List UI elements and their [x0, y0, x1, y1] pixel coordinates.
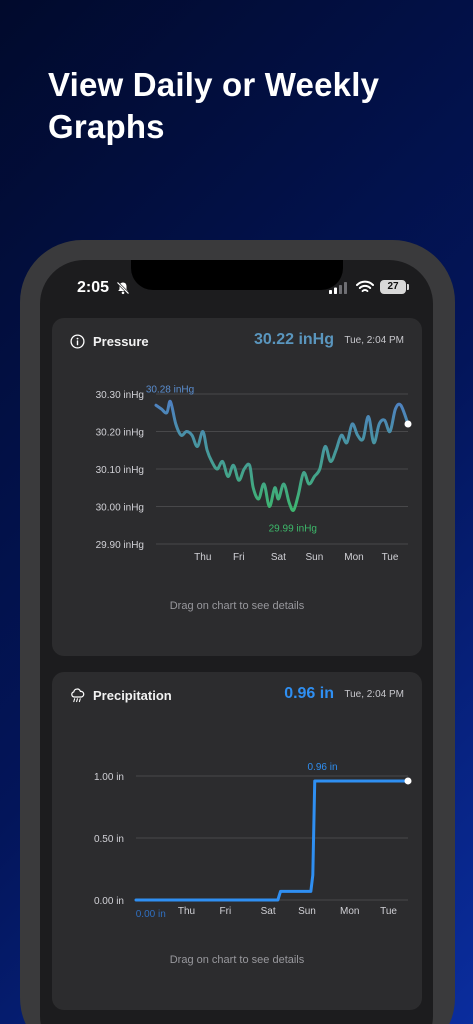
series-line — [134, 779, 410, 902]
precipitation-drag-hint: Drag on chart to see details — [169, 954, 305, 966]
headline-line-1: View Daily or Weekly — [48, 66, 380, 103]
y-tick-label: 30.10 inHg — [96, 465, 144, 476]
precipitation-card[interactable]: Precipitation 0.96 in Tue, 2:04 PM 1.00 … — [52, 672, 422, 1010]
current-point-marker — [404, 777, 412, 785]
cloud-rain-icon — [71, 688, 85, 703]
headline-line-2: Graphs — [48, 108, 165, 145]
y-tick-label: 30.00 inHg — [96, 503, 144, 514]
y-tick-label: 1.00 in — [94, 772, 124, 783]
value-annotation: 30.28 inHg — [146, 385, 194, 396]
pressure-title: Pressure — [93, 334, 149, 349]
status-time: 2:05 — [77, 279, 110, 296]
value-annotation: 29.99 inHg — [269, 523, 317, 534]
pressure-drag-hint: Drag on chart to see details — [169, 600, 305, 612]
y-tick-label: 29.90 inHg — [96, 540, 144, 551]
series-line — [154, 399, 410, 512]
x-tick-label: Sun — [298, 906, 316, 917]
precipitation-chart[interactable]: 1.00 in 0.50 in 0.00 in Thu Fri Sat Sun Mon Tue 0… — [52, 672, 422, 942]
cellular-signal-icon — [329, 282, 347, 294]
headline: View Daily or Weekly Graphs — [48, 64, 448, 148]
pressure-card[interactable]: Pressure 30.22 inHg Tue, 2:04 PM 30.30 i… — [52, 318, 422, 656]
y-tick-label: 30.20 inHg — [96, 428, 144, 439]
precipitation-timestamp: Tue, 2:04 PM — [344, 689, 404, 700]
x-tick-label: Mon — [344, 552, 363, 563]
info-circle-icon[interactable] — [70, 334, 85, 349]
x-tick-label: Thu — [194, 552, 211, 563]
bell-slash-icon — [116, 281, 130, 295]
x-tick-label: Fri — [220, 906, 232, 917]
phone-screen: 2:05 27 Pressure 30.22 inHg Tue, 2:04 PM… — [40, 260, 433, 1024]
pressure-chart[interactable]: 30.30 inHg 30.20 inHg 30.10 inHg 30.00 inHg… — [52, 318, 422, 588]
y-tick-label: 0.50 in — [94, 834, 124, 845]
battery-indicator: 27 — [380, 280, 409, 294]
precipitation-title: Precipitation — [93, 688, 172, 703]
precipitation-current-value: 0.96 in — [284, 685, 334, 702]
value-annotation: 0.96 in — [307, 762, 337, 773]
value-annotation: 0.00 in — [136, 909, 166, 920]
pressure-current-value: 30.22 inHg — [253, 331, 334, 348]
x-tick-label: Mon — [340, 906, 359, 917]
x-tick-label: Sun — [306, 552, 324, 563]
x-tick-label: Tue — [380, 906, 397, 917]
current-point-marker — [404, 420, 412, 428]
y-tick-label: 30.30 inHg — [96, 390, 144, 401]
x-tick-label: Tue — [382, 552, 399, 563]
y-tick-label: 0.00 in — [94, 896, 124, 907]
x-tick-label: Sat — [271, 552, 286, 563]
dynamic-notch — [131, 260, 343, 290]
wifi-icon — [356, 280, 374, 292]
x-tick-label: Fri — [233, 552, 245, 563]
x-tick-label: Thu — [178, 906, 195, 917]
pressure-timestamp: Tue, 2:04 PM — [344, 335, 404, 346]
x-tick-label: Sat — [261, 906, 276, 917]
